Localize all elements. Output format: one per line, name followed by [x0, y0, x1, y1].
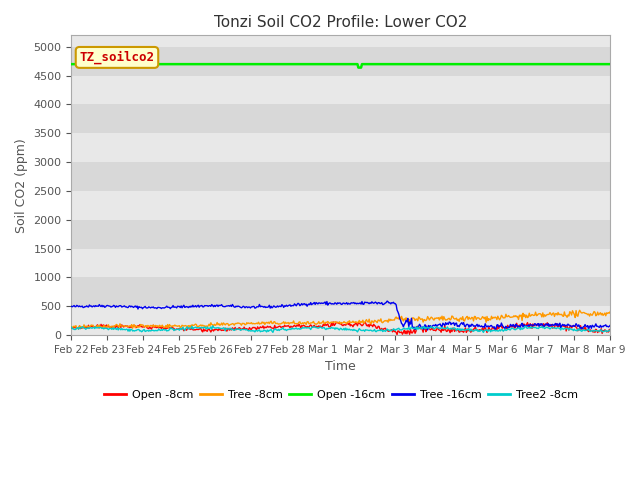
Title: Tonzi Soil CO2 Profile: Lower CO2: Tonzi Soil CO2 Profile: Lower CO2: [214, 15, 467, 30]
Text: TZ_soilco2: TZ_soilco2: [79, 51, 154, 64]
Bar: [72, 133, 611, 162]
Y-axis label: Soil CO2 (ppm): Soil CO2 (ppm): [15, 138, 28, 232]
Bar: [72, 249, 611, 277]
Bar: [72, 105, 611, 133]
Bar: [72, 162, 611, 191]
Bar: [72, 277, 611, 306]
Legend: Open -8cm, Tree -8cm, Open -16cm, Tree -16cm, Tree2 -8cm: Open -8cm, Tree -8cm, Open -16cm, Tree -…: [99, 385, 582, 404]
Bar: [72, 191, 611, 220]
Bar: [72, 47, 611, 76]
Bar: [72, 76, 611, 105]
Bar: [72, 306, 611, 335]
Bar: [72, 220, 611, 249]
X-axis label: Time: Time: [326, 360, 356, 373]
